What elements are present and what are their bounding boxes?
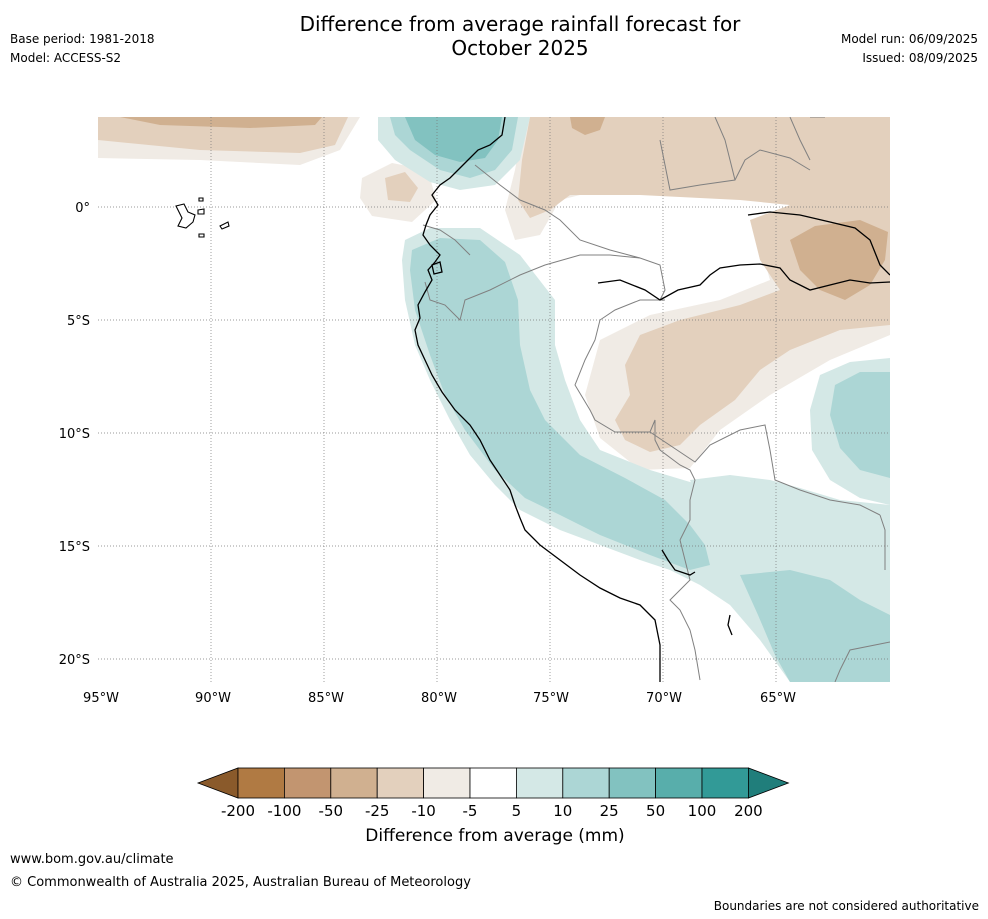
- colorbar-segment: [284, 767, 332, 799]
- map-plot-area: [98, 117, 890, 682]
- colorbar-label: Difference from average (mm): [365, 826, 625, 846]
- title-line-2: October 2025: [451, 36, 589, 60]
- wet-contour-south-light: [690, 475, 890, 620]
- drier-regions: [98, 117, 890, 470]
- lon-label: 70°W: [646, 691, 682, 706]
- colorbar-segment: [237, 767, 285, 799]
- wet-contour-coast-light: [402, 228, 890, 682]
- colorbar-tick-label: -5: [463, 802, 478, 820]
- lon-axis-labels: 95°W 90°W 85°W 80°W 75°W 70°W 65°W: [83, 691, 796, 706]
- dry-contour-north-land-mid: [790, 220, 888, 300]
- colorbar-segment: [562, 767, 610, 799]
- lon-label: 85°W: [308, 691, 344, 706]
- lon-label: 80°W: [421, 691, 457, 706]
- base-period-text: Base period: 1981-2018: [10, 32, 155, 46]
- colorbar-segment: [469, 767, 517, 799]
- colorbar-tick-label: 25: [600, 802, 619, 820]
- lat-label: 20°S: [59, 653, 90, 668]
- dry-contour-ocean-blob: [385, 172, 418, 202]
- colorbar-segment: [423, 767, 471, 799]
- footer-url: www.bom.gov.au/climate: [10, 852, 174, 867]
- lat-label: 0°: [75, 201, 90, 216]
- lon-label: 75°W: [533, 691, 569, 706]
- colorbar-tick-label: -10: [411, 802, 436, 820]
- lat-label: 5°S: [67, 314, 90, 329]
- dry-contour-north-ocean-mid: [120, 117, 322, 128]
- colorbar-over-arrow: [748, 767, 790, 799]
- colorbar-segment: [701, 767, 749, 799]
- colorbar-segments: [196, 767, 790, 799]
- colorbar-tick-label: -25: [365, 802, 390, 820]
- map-title: Difference from average rainfall forecas…: [230, 12, 810, 60]
- colorbar-tick-label: 5: [512, 802, 522, 820]
- colorbar-tick-label: -50: [319, 802, 344, 820]
- issued-date-text: Issued: 08/09/2025: [862, 51, 978, 65]
- colorbar-tick-label: 200: [734, 802, 763, 820]
- rainfall-anomaly-map: 0° 5°S 10°S 15°S 20°S 95°W 90°W 85°W 80°…: [59, 117, 890, 706]
- colorbar-tick-label: 100: [688, 802, 717, 820]
- colorbar-segment: [608, 767, 657, 799]
- galapagos-islands: [175, 197, 230, 238]
- colorbar-tick-label: -200: [221, 802, 255, 820]
- model-name-text: Model: ACCESS-S2: [10, 51, 122, 65]
- country-borders: [422, 117, 890, 682]
- colorbar-tick-label: -100: [267, 802, 301, 820]
- lat-label: 10°S: [59, 427, 90, 442]
- dry-contour-north-land-mid-small: [570, 117, 605, 135]
- copyright-text: © Commonwealth of Australia 2025, Austra…: [10, 875, 471, 890]
- colorbar-under-arrow: [196, 767, 239, 799]
- colorbar: -200 -100 -50 -25 -10 -5 5 10 25 50 100 200: [196, 767, 790, 820]
- wet-contour-east: [830, 372, 890, 478]
- title-line-1: Difference from average rainfall forecas…: [299, 12, 741, 36]
- wet-contour-coast: [410, 238, 710, 570]
- coastlines: [414, 117, 890, 682]
- lon-label: 65°W: [760, 691, 796, 706]
- colorbar-tick-label: 50: [646, 802, 665, 820]
- graticule-lines: [98, 117, 890, 682]
- colorbar-segment: [515, 767, 564, 799]
- lon-label: 90°W: [195, 691, 231, 706]
- colorbar-tick-labels: -200 -100 -50 -25 -10 -5 5 10 25 50 100 200: [221, 802, 763, 820]
- lat-axis-labels: 0° 5°S 10°S 15°S 20°S: [59, 201, 90, 668]
- dry-contour-north-land: [518, 117, 890, 452]
- colorbar-segment: [655, 767, 703, 799]
- lat-label: 15°S: [59, 540, 90, 555]
- wetter-regions: [378, 117, 890, 682]
- model-run-text: Model run: 06/09/2025: [840, 32, 978, 46]
- colorbar-segment: [330, 767, 378, 799]
- colorbar-tick-label: 10: [553, 802, 572, 820]
- wet-contour-south: [740, 570, 890, 682]
- lon-label: 95°W: [83, 691, 119, 706]
- colorbar-segment: [376, 767, 424, 799]
- disclaimer-text: Boundaries are not considered authoritat…: [713, 899, 979, 913]
